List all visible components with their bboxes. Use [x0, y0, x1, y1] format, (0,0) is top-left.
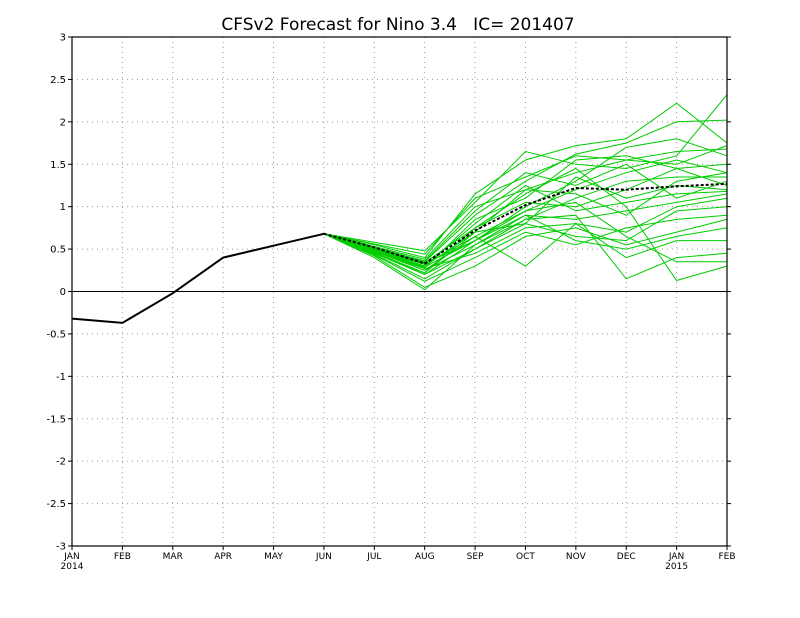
ensemble-member-line: [323, 167, 728, 282]
y-tick-label: -2.5: [46, 499, 66, 510]
ensemble-member-line: [323, 214, 728, 280]
ensemble-member-line: [323, 102, 728, 259]
ensemble-member-line: [323, 222, 727, 271]
x-tick-label: AUG: [415, 552, 435, 562]
y-tick-label: -0.5: [46, 329, 66, 340]
y-tick-label: 2: [60, 117, 66, 128]
y-tick-label: 3: [60, 33, 66, 44]
y-tick-label: -3: [56, 542, 66, 553]
x-tick-label: MAR: [163, 552, 183, 562]
observed-line: [71, 232, 325, 324]
ensemble-mean-line: [323, 182, 728, 265]
y-axis-ticks: 3 2.5 2 1.5 1 0.5 0 -0.5 -1 -1.5 -2 -2.5 -3: [46, 33, 731, 553]
y-tick-label: 0: [60, 287, 66, 298]
observed-line-group: [71, 232, 325, 324]
ensemble-member-line: [323, 218, 728, 288]
x-tick-label: APR: [214, 552, 232, 562]
x-tick-label: JUN: [315, 552, 332, 562]
x-tick-label: SEP: [467, 552, 484, 562]
ensemble-member-line: [323, 172, 728, 260]
ensemble-mean-line-group: [323, 182, 728, 265]
x-axis-ticks: JAN FEB MAR APR MAY JUN JUL AUG SEP OCT NOV DEC JAN F…: [61, 546, 736, 572]
ensemble-member-lines: [323, 94, 728, 291]
y-tick-label: 1.5: [50, 160, 66, 171]
ensemble-member-line: [323, 148, 728, 255]
y-tick-label: -1: [56, 372, 66, 383]
x-tick-label: NOV: [566, 552, 587, 562]
ensemble-member-line: [323, 214, 728, 282]
x-year-label: 2015: [665, 562, 688, 572]
plot-frame: [71, 36, 728, 547]
y-tick-label: 1: [60, 202, 66, 213]
ensemble-member-line: [323, 94, 728, 252]
x-tick-label: MAY: [264, 552, 283, 562]
chart-title: CFSv2 Forecast for Nino 3.4 IC= 201407: [221, 15, 574, 35]
y-tick-label: 0.5: [50, 245, 66, 256]
x-tick-label: FEB: [718, 552, 735, 562]
y-tick-label: -1.5: [46, 414, 66, 425]
y-tick-label: -2: [56, 457, 66, 468]
ensemble-member-line: [323, 201, 727, 268]
ensemble-member-line: [323, 214, 728, 291]
x-tick-label: OCT: [516, 552, 535, 562]
x-tick-label: JAN: [63, 552, 79, 562]
y-tick-label: 2.5: [50, 75, 66, 86]
x-tick-label: JUL: [366, 552, 381, 562]
x-tick-label: JAN: [668, 552, 684, 562]
x-tick-label: FEB: [114, 552, 131, 562]
x-tick-label: DEC: [617, 552, 636, 562]
ensemble-member-line: [323, 163, 728, 262]
x-year-label: 2014: [61, 562, 84, 572]
